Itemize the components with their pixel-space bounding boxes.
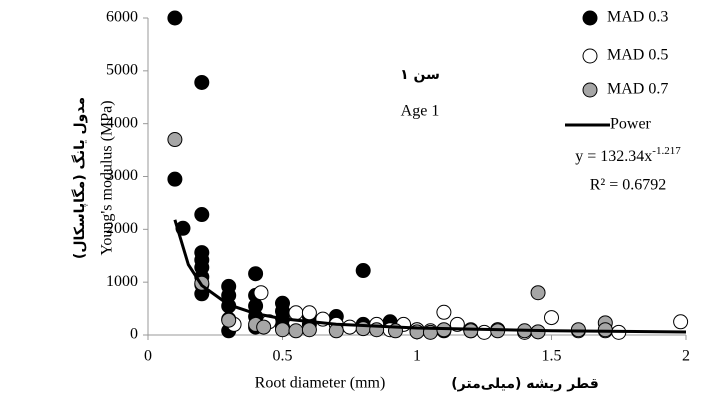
data-point [256, 319, 272, 335]
data-point [436, 304, 452, 320]
data-point [342, 319, 358, 335]
trend-line [173, 219, 687, 334]
data-point [301, 305, 317, 321]
y-tick-label: 2000 [106, 220, 138, 237]
legend-label: MAD 0.3 [607, 9, 668, 26]
legend-label: MAD 0.5 [607, 47, 668, 64]
data-point [288, 323, 304, 339]
data-point [167, 132, 183, 148]
data-point [530, 285, 546, 301]
equation-exponent: -1.217 [652, 145, 681, 157]
data-point [275, 322, 290, 338]
chart-subtitle: Age 1 [401, 103, 440, 120]
y-tick-label: 6000 [106, 9, 138, 26]
x-axis-label-fa: قطر ریشه (میلی‌متر) [451, 376, 598, 392]
y-tick-label: 0 [130, 326, 138, 343]
equation-base: y = 132.34x [575, 148, 652, 165]
x-tick-label: 1.5 [542, 348, 562, 365]
legend-swatch [582, 82, 598, 98]
data-point [463, 323, 479, 339]
data-point [167, 10, 183, 26]
legend-label: Power [610, 116, 652, 133]
r-squared: R² = 0.6792 [590, 177, 667, 194]
x-axis-label: Root diameter (mm) [255, 375, 386, 392]
y-tick-label: 1000 [106, 273, 138, 290]
y-axis-label: Young's modulus (MPa) [99, 100, 116, 255]
data-point [544, 310, 559, 326]
chart-title: سن ۱ [400, 67, 440, 83]
y-axis-label-fa: مدول یانگ (مگاپاسکال) [71, 97, 88, 259]
data-point [288, 305, 304, 321]
equation: y = 132.34x-1.217 [575, 145, 681, 165]
y-tick-label: 5000 [106, 62, 138, 79]
data-point [476, 324, 492, 340]
data-point [194, 74, 210, 90]
x-tick-label: 1 [413, 348, 421, 365]
data-point [167, 171, 183, 187]
data-point [194, 207, 210, 223]
x-tick-label: 0.5 [273, 348, 293, 365]
legend-label: MAD 0.7 [607, 81, 668, 98]
data-point [355, 263, 371, 279]
legend-swatch [582, 10, 598, 26]
y-tick-label: 4000 [106, 114, 138, 131]
x-tick-label: 2 [682, 348, 690, 365]
y-tick-label: 3000 [106, 167, 138, 184]
data-point [253, 285, 269, 301]
data-point [673, 314, 689, 330]
data-point [301, 322, 317, 338]
legend-swatch [582, 48, 598, 64]
data-point [221, 312, 237, 328]
data-point [248, 266, 264, 282]
x-tick-label: 0 [144, 348, 152, 365]
